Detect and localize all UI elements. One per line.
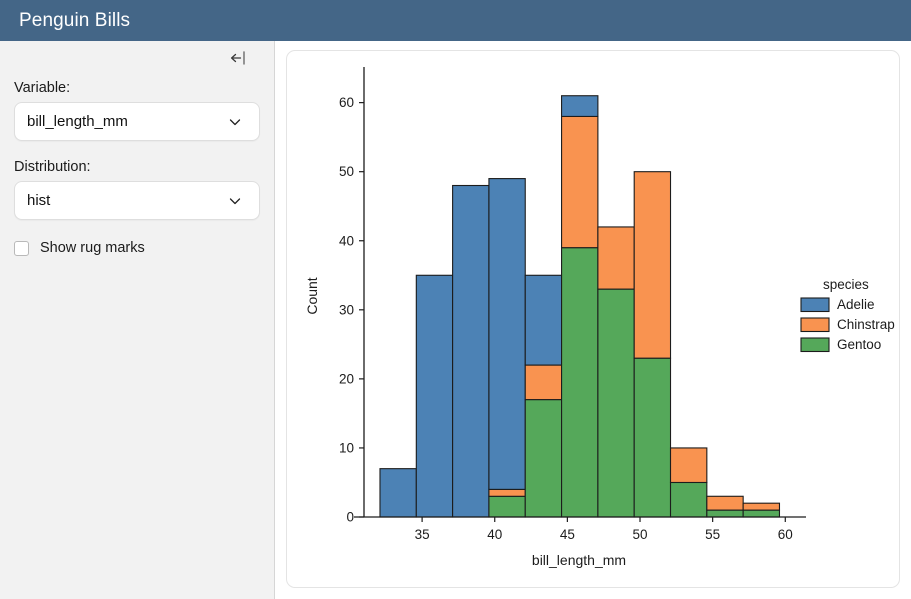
histogram-bar — [561, 95, 599, 117]
histogram-bar — [706, 509, 744, 518]
histogram-bar — [524, 274, 563, 366]
rug-marks-row: Show rug marks — [14, 240, 260, 256]
legend-label: Gentoo — [837, 337, 881, 352]
show-rug-marks-checkbox[interactable] — [14, 240, 29, 256]
page-title: Penguin Bills — [19, 9, 131, 31]
y-tick-label: 20 — [339, 371, 354, 386]
histogram-bar — [742, 509, 781, 518]
histogram-bar — [597, 288, 635, 518]
histogram-bar — [669, 481, 708, 518]
x-tick-label: 40 — [487, 527, 502, 542]
variable-select[interactable]: bill_length_mm — [14, 102, 260, 141]
histogram-chart: 0 10 20 30 40 50 60 35 40 45 50 55 60 bill_length_mm C… — [304, 67, 895, 568]
histogram-bar — [742, 502, 781, 511]
legend-label: Adelie — [837, 297, 875, 312]
histogram-bar — [452, 184, 490, 518]
legend-label: Chinstrap — [837, 317, 895, 332]
histogram-bar — [379, 468, 417, 518]
chevron-down-icon — [227, 114, 243, 130]
x-tick-label: 50 — [632, 527, 647, 542]
y-axis-label: Count — [304, 277, 320, 314]
y-tick-label: 60 — [339, 95, 354, 110]
histogram-bar — [633, 357, 672, 518]
y-tick-label: 30 — [339, 302, 354, 317]
plot-card: 0 10 20 30 40 50 60 35 40 45 50 55 60 bill_length_mm C… — [286, 50, 900, 588]
variable-select-value: bill_length_mm — [27, 113, 128, 130]
collapse-row — [14, 41, 260, 74]
distribution-select[interactable]: hist — [14, 181, 260, 220]
distribution-select-value: hist — [27, 192, 51, 209]
legend-swatch — [800, 317, 830, 333]
histogram-bar — [561, 247, 599, 518]
y-tick-label: 0 — [346, 510, 354, 525]
x-tick-label: 60 — [778, 527, 793, 542]
legend-swatch — [800, 297, 830, 313]
histogram-bar — [488, 178, 526, 490]
histogram-bar — [488, 495, 526, 518]
histogram-bar — [488, 488, 526, 497]
show-rug-marks-label: Show rug marks — [40, 240, 145, 256]
x-tick-label: 35 — [415, 527, 430, 542]
histogram-bar — [561, 115, 599, 249]
x-axis-label: bill_length_mm — [532, 552, 626, 568]
legend-title: species — [823, 277, 869, 292]
histogram-bar — [597, 226, 635, 290]
histogram-bar — [415, 274, 454, 518]
histogram-bar — [669, 447, 708, 484]
x-tick-label: 55 — [705, 527, 720, 542]
y-tick-label: 40 — [339, 233, 354, 248]
sidebar-panel: Variable: bill_length_mm Distribution: h… — [0, 41, 275, 599]
histogram-bar — [524, 399, 563, 518]
y-tick-label: 10 — [339, 440, 354, 455]
collapse-sidebar-icon[interactable] — [228, 50, 250, 66]
histogram-bar — [633, 171, 672, 359]
x-tick-label: 45 — [560, 527, 575, 542]
chevron-down-icon — [227, 193, 243, 209]
distribution-label: Distribution: — [14, 159, 91, 175]
histogram-bar — [524, 364, 563, 401]
app-header: Penguin Bills — [0, 0, 911, 41]
y-tick-label: 50 — [339, 164, 354, 179]
legend-swatch — [800, 337, 830, 353]
variable-label: Variable: — [14, 80, 71, 96]
histogram-bar — [706, 495, 744, 511]
